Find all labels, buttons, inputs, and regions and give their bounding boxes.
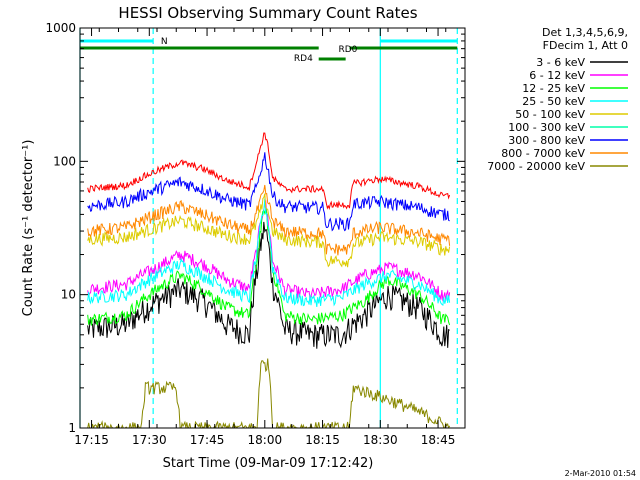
legend-entry-label: 7000 - 20000 keV — [487, 160, 585, 173]
series-line — [87, 152, 450, 232]
series-line — [87, 198, 451, 307]
night-label: N — [161, 37, 168, 47]
y-axis: 1 10 100 1000 — [45, 21, 465, 435]
y-tick-label: 100 — [53, 154, 76, 168]
annotation-bars: N RD0 RD4 — [80, 37, 458, 64]
legend-entry-label: 50 - 100 keV — [515, 108, 585, 121]
series-line — [87, 358, 451, 428]
legend: Det 1,3,4,5,6,9,FDecim 1, Att 0 3 - 6 keV… — [487, 26, 628, 173]
chart-title: HESSI Observing Summary Count Rates — [118, 4, 417, 22]
y-axis-label: Count Rate (s⁻¹ detector⁻¹) — [21, 140, 36, 317]
rd4-label: RD4 — [294, 54, 313, 64]
y-tick-label: 1000 — [45, 21, 76, 35]
legend-entry-label: 100 - 300 keV — [508, 121, 585, 134]
legend-header-line: FDecim 1, Att 0 — [543, 39, 628, 52]
footer-date: 2-Mar-2010 01:54 — [565, 469, 636, 478]
legend-header-line: Det 1,3,4,5,6,9, — [542, 26, 628, 39]
legend-entry-label: 25 - 50 keV — [522, 95, 585, 108]
x-tick-label: 18:15 — [305, 433, 340, 447]
series-line — [87, 221, 450, 349]
x-tick-label: 18:45 — [421, 433, 456, 447]
legend-entry-label: 6 - 12 keV — [529, 69, 585, 82]
series-line — [87, 184, 451, 256]
x-axis-label: Start Time (09-Mar-09 17:12:42) — [163, 456, 374, 471]
plot-frame — [79, 27, 466, 429]
legend-entry-label: 12 - 25 keV — [522, 82, 585, 95]
y-tick-label: 1 — [68, 421, 76, 435]
x-tick-label: 18:30 — [363, 433, 398, 447]
legend-entry-label: 3 - 6 keV — [536, 56, 585, 69]
x-tick-label: 17:15 — [74, 433, 109, 447]
x-tick-label: 17:45 — [190, 433, 225, 447]
y-tick-label: 10 — [61, 288, 76, 302]
x-axis: 17:15 17:30 17:45 18:00 18:15 18:30 18:45 — [74, 28, 466, 447]
x-tick-label: 18:00 — [248, 433, 283, 447]
series-line — [87, 193, 451, 268]
rd0-label: RD0 — [338, 45, 357, 55]
legend-entry-label: 300 - 800 keV — [508, 134, 585, 147]
legend-entry-label: 800 - 7000 keV — [501, 147, 585, 160]
series-layer — [87, 132, 451, 428]
x-tick-label: 17:30 — [132, 433, 167, 447]
series-line-top — [87, 132, 451, 211]
